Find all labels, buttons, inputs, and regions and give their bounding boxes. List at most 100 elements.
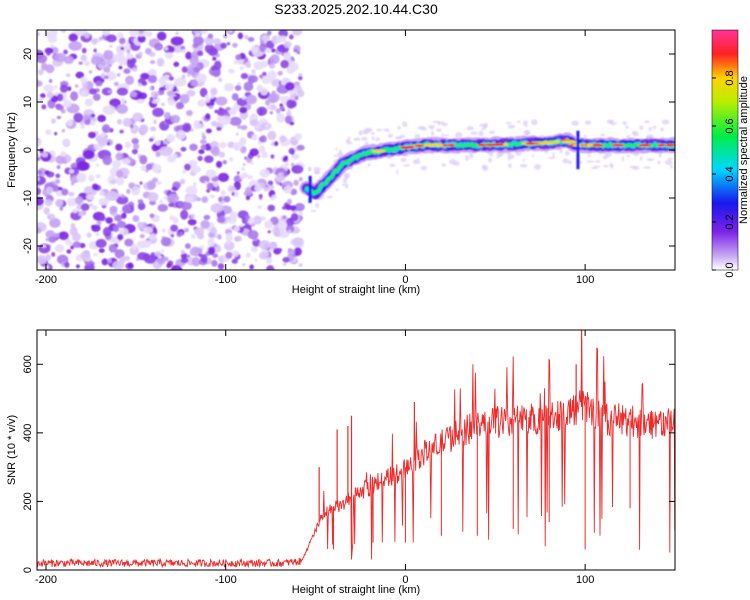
faint-blob	[547, 156, 556, 160]
noise-blob	[151, 164, 162, 174]
noise-blob	[200, 144, 207, 150]
noise-blob	[185, 185, 198, 196]
noise-blob	[198, 149, 205, 155]
noise-blob	[37, 153, 40, 157]
faint-blob	[523, 129, 530, 136]
noise-blob	[184, 227, 189, 233]
noise-blob	[274, 141, 279, 147]
spectrogram-x-axis-label: Height of straight line (km)	[292, 284, 420, 296]
faint-blob	[344, 183, 349, 189]
noise-blob	[59, 207, 63, 211]
noise-blob	[37, 170, 43, 176]
noise-blob	[284, 115, 292, 124]
ridge-hotspot	[561, 140, 578, 144]
noise-blob	[76, 161, 89, 172]
faint-blob	[516, 120, 521, 124]
noise-blob	[114, 249, 125, 259]
noise-blob	[217, 77, 223, 82]
spectrogram-x-tick-label: 100	[576, 274, 594, 286]
noise-blob	[242, 263, 246, 267]
faint-blob	[667, 157, 673, 160]
noise-blob	[51, 184, 60, 192]
noise-blob	[209, 142, 214, 147]
noise-blob	[160, 102, 166, 106]
faint-blob	[507, 154, 515, 160]
noise-blob	[37, 156, 41, 161]
faint-blob	[657, 160, 661, 165]
noise-blob	[280, 59, 289, 69]
noise-blob	[254, 184, 262, 192]
noise-blob	[249, 148, 260, 157]
noise-blob	[267, 230, 271, 234]
noise-blob	[45, 230, 56, 239]
noise-blob	[298, 75, 303, 81]
faint-blob	[522, 158, 525, 162]
noise-blob	[97, 114, 106, 123]
spectrogram-y-tick-label: 0	[22, 147, 34, 153]
noise-blob	[231, 93, 239, 101]
noise-blob	[130, 185, 141, 196]
noise-blob	[115, 152, 124, 161]
noise-blob	[236, 171, 240, 175]
spectrogram-y-tick-label: 10	[22, 96, 34, 108]
noise-blob	[162, 74, 171, 81]
noise-blob	[203, 155, 214, 164]
noise-blob	[257, 141, 262, 145]
noise-blob	[126, 53, 134, 60]
faint-blob	[604, 153, 609, 159]
noise-blob	[149, 96, 154, 102]
faint-blob	[661, 119, 670, 125]
faint-blob	[609, 162, 613, 168]
faint-blob	[562, 158, 569, 164]
noise-blob	[181, 66, 188, 73]
noise-blob	[44, 170, 50, 175]
noise-blob	[139, 124, 149, 135]
noise-blob	[99, 190, 105, 196]
noise-blob	[209, 194, 215, 199]
noise-blob	[88, 174, 95, 182]
noise-blob	[156, 31, 167, 41]
faint-blob	[375, 137, 380, 141]
noise-blob	[257, 155, 261, 159]
noise-blob	[101, 87, 113, 96]
ridge-hotspot	[502, 143, 509, 146]
noise-blob	[37, 54, 48, 64]
noise-blob	[82, 149, 95, 160]
noise-blob	[154, 251, 162, 257]
faint-blob	[443, 134, 450, 137]
noise-blob	[116, 104, 129, 114]
noise-blob	[216, 215, 226, 224]
noise-blob	[103, 75, 109, 80]
noise-blob	[294, 133, 303, 141]
noise-blob	[80, 90, 88, 97]
faint-blob	[565, 150, 570, 156]
noise-blob	[293, 247, 302, 256]
noise-blob	[146, 180, 157, 190]
noise-blob	[45, 237, 49, 242]
noise-blob	[37, 139, 42, 146]
noise-blob	[207, 237, 215, 247]
noise-blob	[161, 249, 165, 253]
noise-blob	[119, 192, 123, 197]
noise-blob	[60, 30, 66, 33]
faint-blob	[326, 195, 333, 199]
noise-blob	[177, 153, 182, 157]
noise-blob	[293, 179, 299, 186]
noise-blob	[118, 37, 126, 45]
spectrogram-heatmap	[37, 30, 675, 270]
faint-blob	[579, 160, 583, 164]
colorbar-gradient	[711, 29, 739, 271]
noise-blob	[66, 119, 73, 127]
ridge-hotspot	[447, 143, 456, 147]
noise-blob	[76, 172, 87, 183]
noise-blob	[235, 132, 239, 136]
noise-blob	[124, 141, 132, 149]
noise-blob	[175, 130, 186, 140]
faint-blob	[621, 156, 625, 162]
faint-blob	[308, 167, 312, 172]
noise-blob	[228, 157, 234, 162]
faint-blob	[358, 130, 363, 136]
noise-blob	[45, 186, 54, 195]
noise-blob	[78, 211, 84, 217]
noise-blob	[270, 197, 274, 201]
